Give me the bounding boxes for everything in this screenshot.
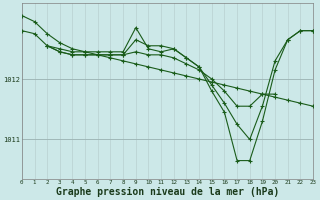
X-axis label: Graphe pression niveau de la mer (hPa): Graphe pression niveau de la mer (hPa) [56,186,279,197]
